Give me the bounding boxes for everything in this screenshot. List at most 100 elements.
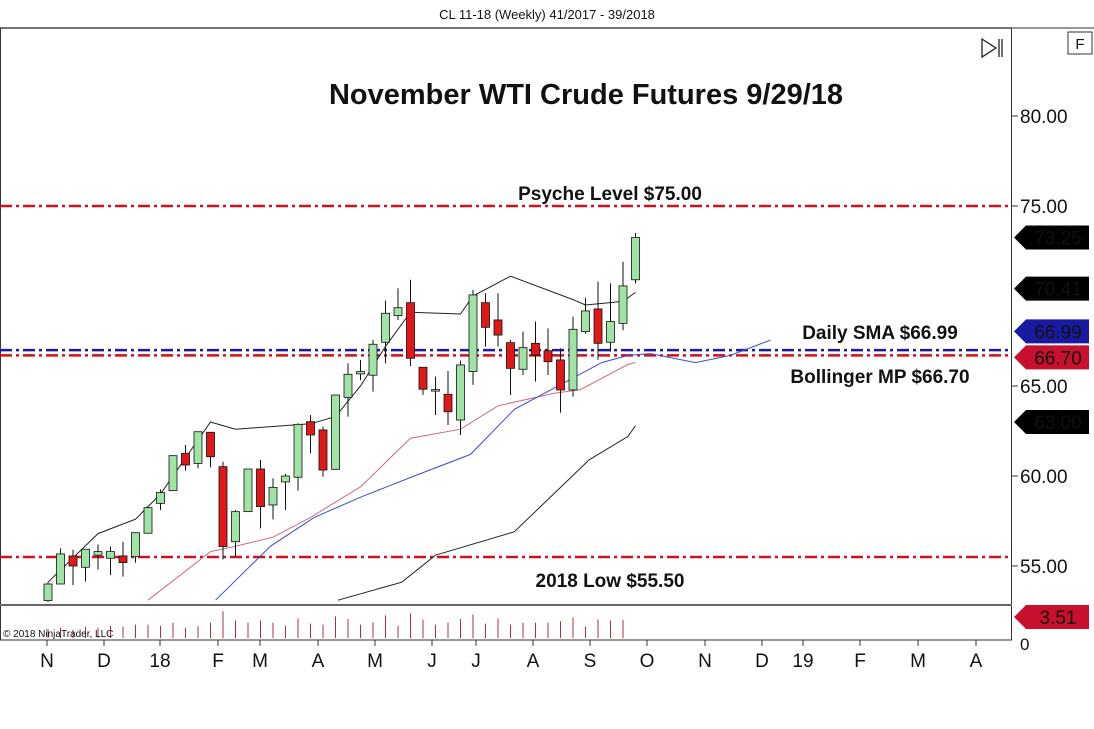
price-tag-shape [1014, 225, 1089, 250]
candle-body [581, 310, 590, 333]
candle [306, 414, 315, 454]
candle-body [43, 583, 53, 601]
candle-body [193, 431, 203, 464]
candle [193, 431, 203, 469]
x-tick-label: O [640, 651, 655, 672]
price-tag-shape [1014, 276, 1089, 301]
level-label-2018-low: 2018 Low $55.50 [536, 571, 685, 592]
candle [206, 431, 215, 468]
candle-body [93, 551, 103, 556]
candle [581, 297, 590, 334]
y-tick-label: 65.00 [1020, 377, 1068, 398]
candle [593, 281, 603, 360]
candle [118, 541, 128, 577]
candle [131, 532, 140, 563]
candle-body [556, 359, 565, 391]
candle [481, 293, 490, 347]
candle-body [568, 328, 578, 391]
price-tag: 66.99 [1014, 319, 1089, 344]
candle-body [81, 548, 90, 568]
candle [356, 359, 365, 381]
candle-body [493, 319, 503, 336]
x-tick-label: N [698, 651, 712, 672]
candle [543, 328, 553, 376]
candle-body [268, 486, 278, 506]
candle-body [206, 431, 215, 458]
candle [618, 261, 628, 331]
candle [568, 316, 578, 397]
scroll-to-end-button[interactable] [981, 37, 1003, 59]
candle [343, 363, 353, 417]
level-label-sma: Daily SMA $66.99 [802, 323, 958, 344]
candle-body [156, 492, 165, 504]
price-tag-shape [1014, 345, 1089, 370]
candle-body [331, 394, 340, 470]
level-label-bollinger-mp: Bollinger MP $66.70 [790, 367, 969, 388]
price-tag-text: 3.51 [1040, 608, 1077, 629]
plot-frame [0, 27, 1012, 641]
x-tick-label: D [97, 651, 111, 672]
fixed-scale-button[interactable]: F [1067, 31, 1093, 55]
candle [393, 288, 403, 320]
candle [506, 339, 515, 395]
candle-body [306, 421, 315, 436]
candle [43, 582, 53, 602]
candle-body [68, 555, 78, 567]
price-tag-text: 70.41 [1034, 280, 1082, 301]
candle-body [606, 321, 615, 343]
candle-body [393, 307, 403, 317]
candle [156, 489, 165, 511]
x-tick-label: A [527, 651, 540, 672]
price-tag-shape [1014, 605, 1089, 629]
candle-body [56, 553, 65, 585]
price-tag-shape [1014, 410, 1089, 434]
volume-axis-label: 0 [1020, 635, 1029, 654]
candle [231, 510, 240, 557]
candle [56, 548, 65, 585]
candle [168, 455, 178, 491]
y-tick-label: 80.00 [1020, 107, 1068, 128]
candle [93, 544, 103, 570]
candle-body [143, 507, 153, 534]
price-tag-text: 73.25 [1034, 229, 1082, 250]
price-tag: 73.25 [1014, 225, 1089, 250]
price-tag-text: 66.70 [1034, 348, 1082, 369]
candle [181, 445, 190, 471]
candle-body [543, 350, 553, 363]
candle [518, 331, 528, 376]
sma-line [215, 339, 771, 601]
candle [318, 426, 328, 477]
price-tag: 63.00 [1014, 410, 1089, 434]
candle-body [343, 373, 353, 398]
candle-body [318, 429, 328, 471]
candle-body [181, 452, 190, 466]
candle-body [231, 511, 240, 543]
candle [143, 506, 153, 534]
candle-body [481, 302, 490, 328]
candle-body [406, 302, 415, 359]
x-tick-label: M [910, 651, 926, 672]
candle-body [631, 237, 640, 281]
candle-body [168, 455, 178, 491]
candle-body [218, 466, 228, 547]
candle-body [593, 308, 603, 344]
candle [606, 283, 615, 352]
candle [256, 459, 265, 529]
candle-body [506, 342, 515, 369]
y-tick-label: 75.00 [1020, 197, 1068, 218]
fixed-scale-box[interactable] [1067, 31, 1093, 55]
x-tick-label: A [970, 651, 983, 672]
x-tick-label: M [367, 651, 383, 672]
candle [281, 474, 290, 511]
x-tick-label: S [584, 651, 597, 672]
y-tick-label: 55.00 [1020, 557, 1068, 578]
candle-body [468, 294, 478, 373]
candle-body [118, 555, 128, 563]
play-to-end-icon[interactable] [981, 37, 998, 59]
candle-body [381, 312, 390, 343]
x-tick-label: F [212, 651, 224, 672]
candle-body [293, 423, 303, 478]
x-tick-label: J [427, 651, 437, 672]
x-tick-label: 18 [149, 651, 170, 672]
